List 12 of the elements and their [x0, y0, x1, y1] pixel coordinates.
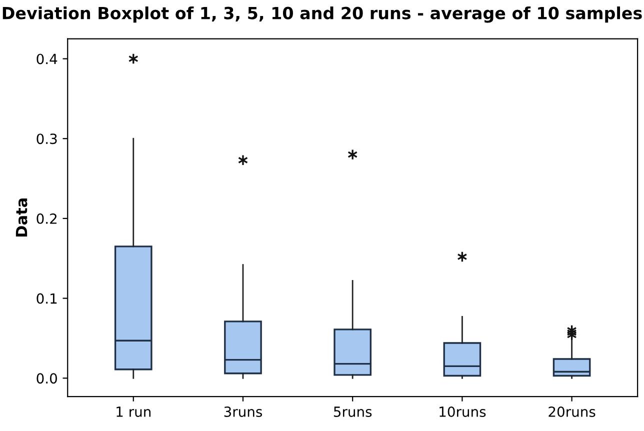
x-tick-label: 3runs	[224, 406, 262, 417]
x-tick-label: 1 run	[116, 406, 150, 417]
y-tick-label: 0.3	[36, 134, 57, 144]
y-tick-label: 0.0	[36, 373, 57, 384]
y-tick-label: 0.4	[36, 54, 58, 64]
x-tick-label: 5runs	[334, 406, 372, 417]
y-tick-label: 0.1	[36, 293, 57, 304]
y-axis-title: Data	[16, 198, 28, 237]
x-tick-label: 10runs	[440, 406, 486, 417]
x-tick-label: 20runs	[548, 406, 596, 417]
chart-title: Deviation Boxplot of 1, 3, 5, 10 and 20 runs - average of 10 samples	[2, 6, 642, 23]
y-tick-label: 0.2	[36, 213, 57, 224]
